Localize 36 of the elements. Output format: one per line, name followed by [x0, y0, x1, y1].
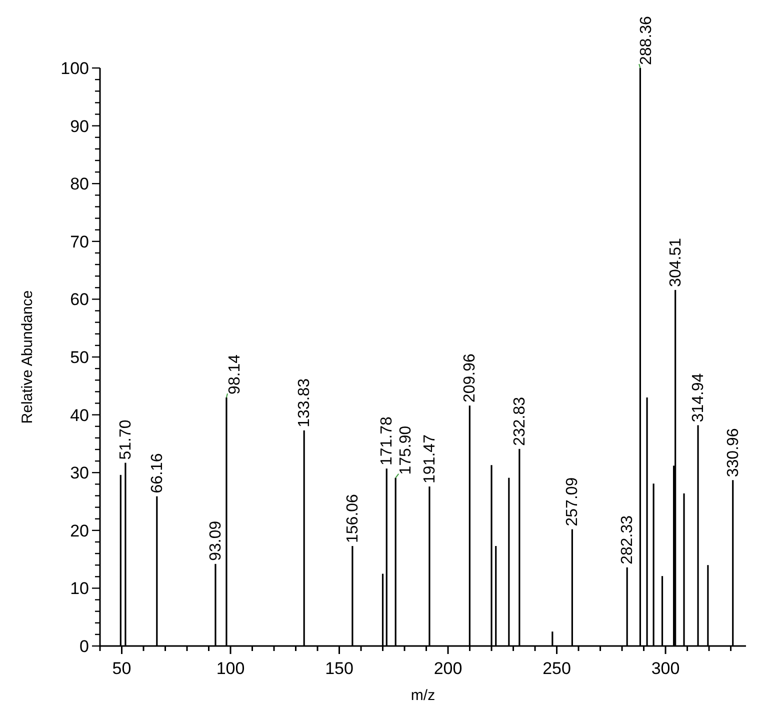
- y-tick-label: 80: [70, 174, 89, 194]
- y-tick-label: 20: [70, 521, 89, 540]
- x-tick-label: 50: [112, 659, 132, 678]
- x-tick-label: 200: [434, 659, 462, 678]
- y-tick-label: 60: [70, 290, 89, 310]
- y-tick-label: 10: [70, 579, 89, 598]
- annotation: 66.16: [148, 453, 166, 494]
- y-tick-label: 0: [80, 636, 89, 656]
- annotation: 282.33: [619, 515, 636, 564]
- annotation: 257.09: [564, 477, 582, 526]
- y-tick-label: 90: [70, 116, 89, 136]
- y-tick-label: 70: [70, 232, 89, 252]
- annotation: 232.83: [511, 396, 528, 446]
- x-axis-title: m/z: [410, 687, 436, 704]
- y-tick-label: 30: [70, 464, 89, 483]
- annotation: 314.94: [690, 373, 708, 422]
- annotation: 304.51: [667, 238, 684, 287]
- annotation: 175.90: [398, 426, 415, 475]
- annotation: 209.96: [462, 354, 479, 403]
- annotation: 98.14: [226, 354, 244, 394]
- annotation: 288.36: [638, 16, 656, 65]
- annotation: 51.70: [117, 420, 134, 460]
- y-tick-label: 50: [70, 348, 89, 367]
- x-tick-label: 300: [651, 659, 680, 678]
- y-tick-label: 40: [70, 406, 89, 425]
- annotation: 93.09: [207, 520, 224, 561]
- annotation: 171.78: [378, 416, 396, 466]
- annotation: 330.96: [724, 428, 742, 478]
- annotation: 191.47: [421, 434, 438, 484]
- x-tick-label: 150: [325, 659, 354, 678]
- annotation: 133.83: [296, 378, 314, 428]
- x-tick-label: 100: [216, 659, 245, 678]
- y-axis-title: Relative Abundance: [19, 290, 36, 424]
- annotation: 156.06: [344, 494, 362, 544]
- y-tick-label: 100: [60, 58, 89, 78]
- x-tick-label: 250: [542, 659, 571, 678]
